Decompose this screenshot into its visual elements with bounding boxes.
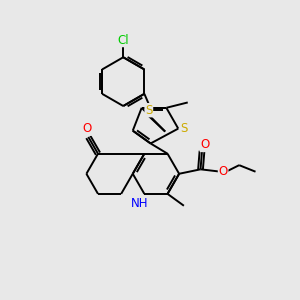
Text: S: S [180, 122, 187, 135]
Text: Cl: Cl [117, 34, 129, 46]
Text: NH: NH [131, 197, 148, 210]
Text: S: S [145, 104, 152, 117]
Text: O: O [218, 165, 228, 178]
Text: O: O [82, 122, 92, 135]
Text: O: O [200, 138, 210, 152]
